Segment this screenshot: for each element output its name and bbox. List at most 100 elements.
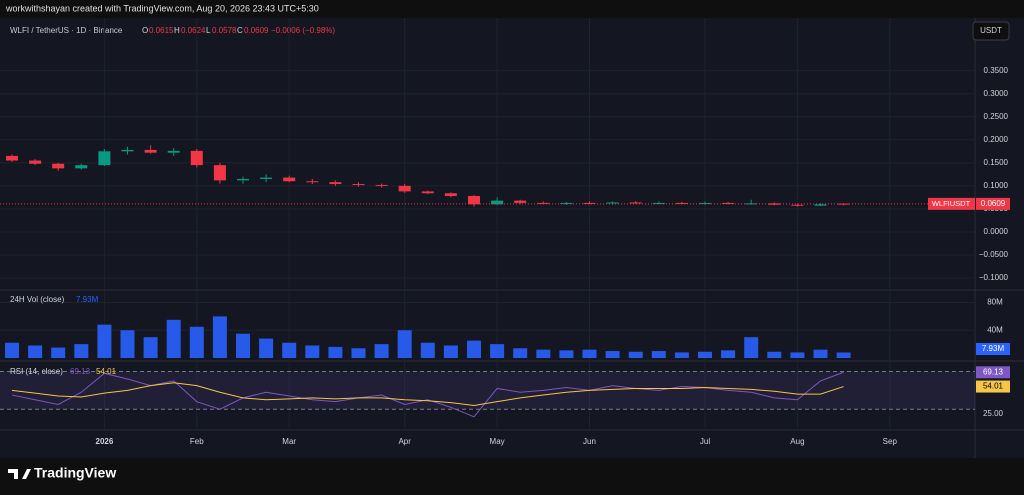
volume-bar (5, 342, 19, 358)
candle-body (421, 191, 434, 194)
x-tick-label: Sep (883, 437, 898, 446)
volume-bar (328, 346, 343, 358)
candle-body (491, 200, 504, 205)
price-tag: 0.0609 (981, 199, 1006, 208)
candle-body (375, 184, 388, 186)
volume-bar (767, 351, 782, 358)
legend-value: 69.13 (70, 367, 91, 376)
volume-bar (189, 326, 204, 358)
price-tag-bg (976, 197, 1010, 210)
candle-body (560, 202, 573, 204)
candle-body (144, 149, 157, 153)
y-tick-label: 40M (987, 325, 1003, 334)
value-tag-bg (976, 380, 1010, 393)
volume-bar (236, 333, 250, 358)
volume-bar (374, 344, 389, 358)
volume-bar (744, 337, 759, 358)
currency-button[interactable] (972, 21, 1010, 41)
volume-bar (212, 316, 227, 358)
candle-body (306, 181, 319, 183)
logo-icon (8, 469, 31, 479)
volume-bar (120, 330, 135, 358)
volume-bar (397, 330, 412, 358)
ohlc-key: H (174, 26, 180, 35)
volume-bar (467, 340, 481, 358)
volume-bar (351, 348, 366, 358)
candle-body (29, 160, 42, 164)
ohlc-legend: O 0.0615 H 0.0624 L 0.0578 C 0.0609 −0.0… (142, 26, 335, 35)
brand: TradingView (34, 465, 116, 481)
pane-value: 7.93M (76, 295, 99, 304)
volume-bar (605, 351, 620, 358)
currency-label[interactable]: USDT (980, 26, 1002, 35)
y-tick-label: 0.0000 (984, 227, 1009, 236)
candle-body (283, 177, 296, 182)
candle-body (583, 202, 596, 204)
x-tick-label: Aug (790, 437, 804, 446)
symbol: WLFI / TetherUS · 1D · Binance (10, 26, 123, 35)
x-tick-label: Jun (583, 437, 596, 446)
y-tick-label: 0.3500 (984, 66, 1009, 75)
candle-body (167, 150, 180, 153)
volume-bar (97, 324, 112, 358)
volume-bar (166, 319, 181, 358)
volume-bar (559, 350, 574, 358)
candle-body (629, 202, 642, 204)
volume-bar (490, 344, 505, 358)
volume-bar (51, 347, 66, 358)
ohlc-value: 0.0609 (244, 26, 269, 35)
volume-bar (582, 349, 597, 358)
x-tick-label: Jul (700, 437, 710, 446)
candle-body (260, 177, 273, 179)
candle-body (352, 184, 365, 186)
candle-body (398, 185, 411, 192)
ohlc-key: O (142, 26, 148, 35)
ohlc-value: 0.0624 (181, 26, 206, 35)
y-tick-label: 0.2000 (984, 135, 1009, 144)
volume-bar (721, 350, 736, 358)
value-tag-bg (976, 343, 1010, 355)
volume-bar (674, 352, 689, 358)
rsi-line (11, 382, 844, 406)
candle-body (329, 182, 342, 185)
candle-body (514, 200, 527, 203)
value-tag: 54.01 (983, 382, 1004, 391)
y-tick-label: 0.1500 (984, 158, 1009, 167)
ohlc-key: C (237, 26, 243, 35)
plot: 2026 Feb Mar Apr May Jun Jul Aug Sep 0.3500 0.3000… (0, 18, 1010, 446)
legend-value: 54.01 (96, 367, 117, 376)
y-tick-label: 80M (987, 298, 1003, 307)
volume-bar (443, 345, 458, 358)
pane-title: RSI (14, close) (10, 367, 63, 376)
volume-bar (28, 345, 43, 358)
volume-bar (836, 352, 851, 358)
y-tick-label: 0.2500 (984, 112, 1009, 121)
y-tick-label: 0.1000 (984, 181, 1009, 190)
volume-bar (420, 342, 435, 358)
candle-body (190, 150, 203, 166)
y-tick-label: −0.0500 (979, 250, 1009, 259)
ohlc-value: 0.0578 (212, 26, 237, 35)
volume-bar (259, 338, 274, 358)
candle-body (444, 193, 457, 197)
volume-bar (143, 337, 158, 358)
volume-bar (651, 351, 666, 358)
candle-body (606, 202, 619, 204)
candle-body (213, 165, 226, 181)
credit: workwithshayan created with TradingView.… (5, 3, 319, 13)
change: −0.0006 (−0.98%) (271, 26, 335, 35)
y-tick-label: −0.1000 (979, 273, 1009, 282)
x-tick-label: Mar (282, 437, 296, 446)
value-tag: 69.13 (983, 367, 1004, 376)
ohlc-key: L (206, 26, 211, 35)
volume-bar (305, 345, 320, 358)
candle-body (237, 178, 249, 181)
candle-body (121, 149, 134, 152)
symbol-tag-bg (928, 197, 975, 210)
value-tag-bg (976, 366, 1010, 379)
candle-body (52, 163, 65, 169)
candle-body (98, 151, 111, 166)
volume-bar (628, 351, 643, 358)
x-tick-label: May (490, 437, 505, 446)
